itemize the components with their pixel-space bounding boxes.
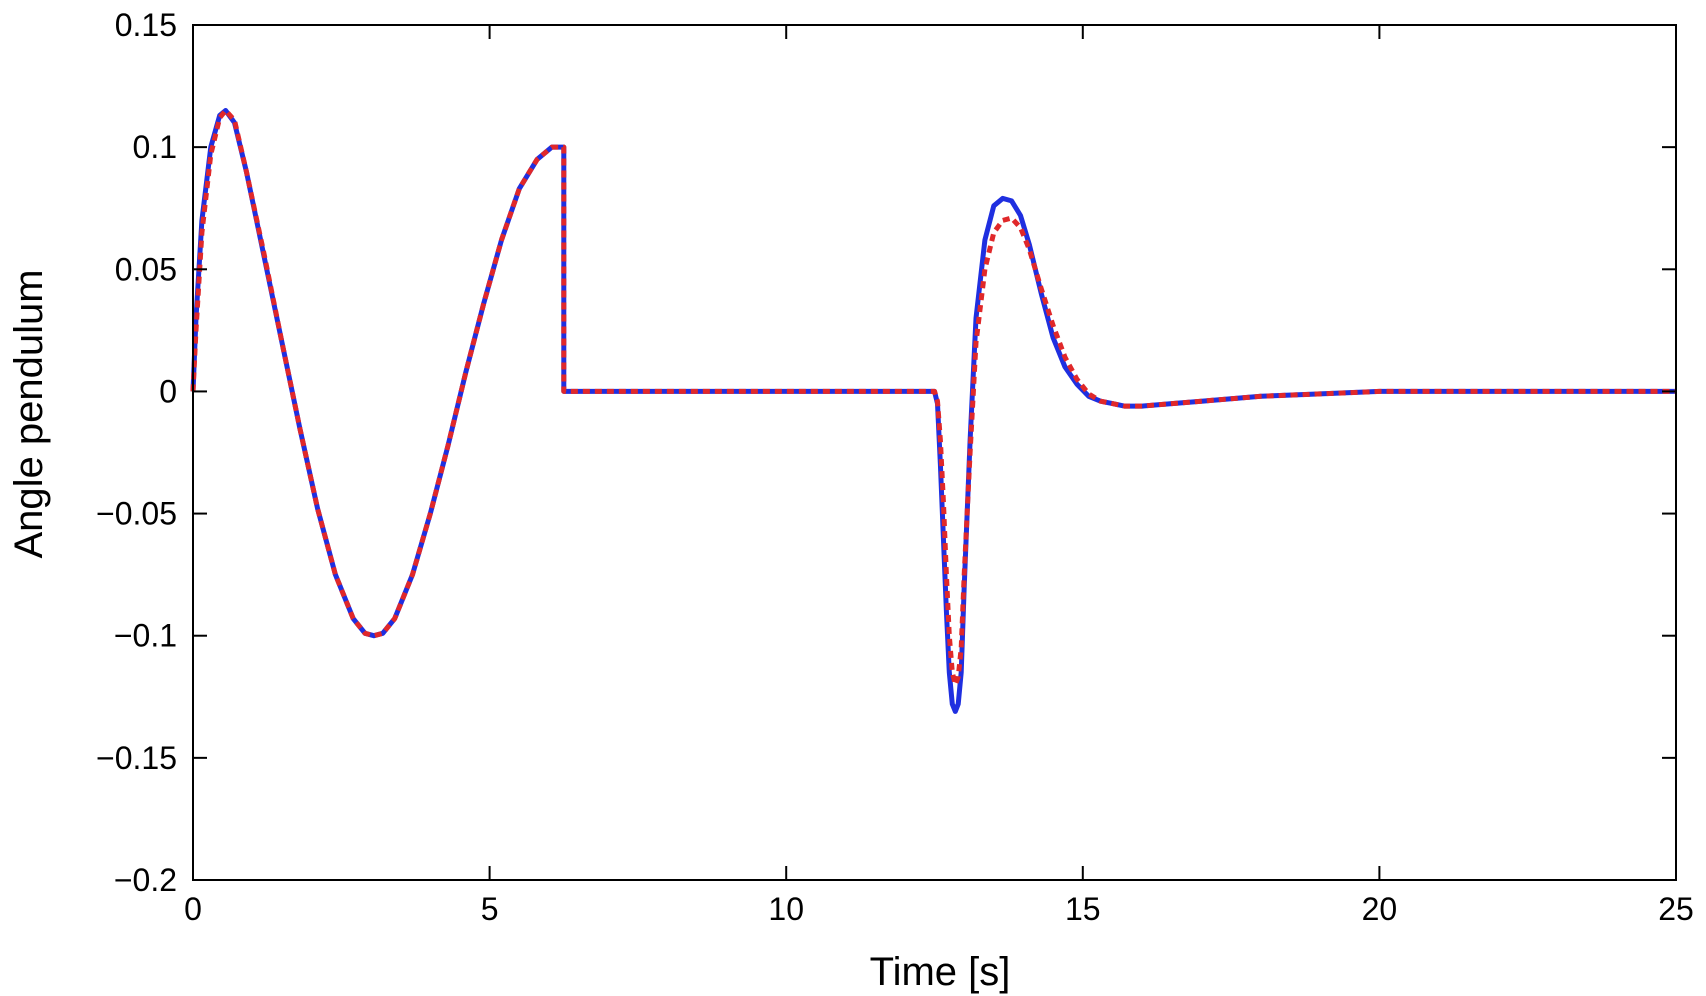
x-tick-label: 15 (1065, 891, 1101, 927)
plot-frame (192, 24, 1677, 881)
y-tick-label: 0.15 (115, 7, 177, 43)
y-tick-label: −0.05 (96, 496, 177, 532)
y-tick-label: −0.2 (114, 862, 177, 898)
series-line-1 (190, 108, 1676, 714)
y-tick-label: −0.1 (114, 618, 177, 654)
series-layer (190, 108, 1676, 714)
series-line-2 (190, 108, 1676, 688)
y-tick-label: 0.1 (133, 129, 177, 165)
x-tick-label: 0 (184, 891, 202, 927)
x-tick-label: 5 (481, 891, 499, 927)
x-axis-label: Time [s] (870, 950, 1011, 994)
axes-layer: 0 5 10 15 20 25 0.15 0.1 0.05 0 −0.05 −0.1 −0.15 −0.2 (96, 7, 1694, 927)
y-tick-label: 0 (159, 373, 177, 409)
y-tick-label: 0.05 (115, 251, 177, 287)
y-tick-label: −0.15 (96, 740, 177, 776)
x-tick-label: 25 (1658, 891, 1694, 927)
x-tick-label: 10 (768, 891, 804, 927)
x-tick-label: 20 (1362, 891, 1398, 927)
y-axis-label: Angle pendulum (7, 269, 51, 558)
